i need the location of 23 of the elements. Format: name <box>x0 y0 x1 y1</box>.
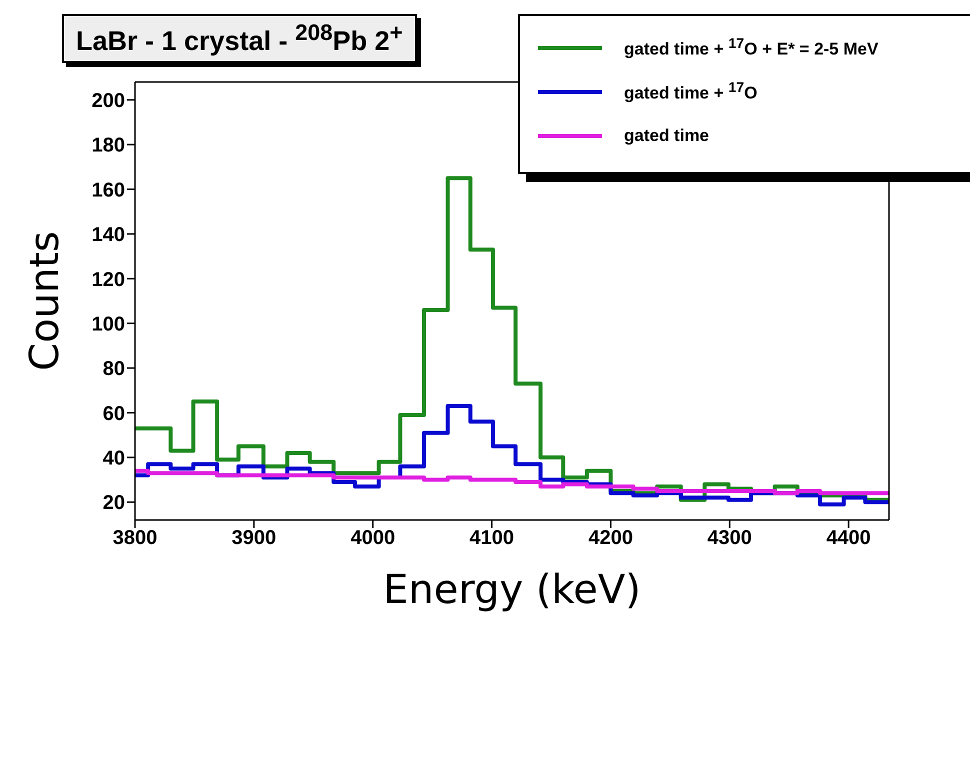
x-tick-label: 3800 <box>112 527 158 550</box>
x-tick-label: 4000 <box>350 527 396 550</box>
y-tick-label: 100 <box>92 313 125 336</box>
legend-label: gated time + $^{17}$O <box>624 80 758 104</box>
y-tick-label: 160 <box>92 179 125 202</box>
y-axis-title: Counts <box>22 231 68 371</box>
y-tick-label: 80 <box>102 358 125 380</box>
x-tick-label: 4300 <box>707 527 752 550</box>
x-axis-title: Energy (keV) <box>383 567 641 613</box>
y-tick-label: 200 <box>92 90 125 112</box>
legend-label: gated time <box>624 126 710 146</box>
chart-title: LaBr - 1 crystal - $^{208}$Pb 2$^{+}$ <box>62 14 417 63</box>
x-tick-label: 4400 <box>826 527 871 550</box>
y-tick-label: 180 <box>92 134 125 157</box>
y-tick-label: 60 <box>102 402 125 425</box>
x-tick-label: 3900 <box>232 527 276 550</box>
x-tick-label: 4100 <box>470 527 514 550</box>
legend-label: gated time + $^{17}$O + E* = 2-5 MeV <box>624 36 878 60</box>
y-tick-label: 140 <box>92 224 125 246</box>
y-tick-label: 120 <box>92 268 125 291</box>
y-tick-label: 40 <box>102 448 125 470</box>
x-tick-label: 4200 <box>588 527 633 550</box>
y-tick-label: 20 <box>102 492 125 514</box>
